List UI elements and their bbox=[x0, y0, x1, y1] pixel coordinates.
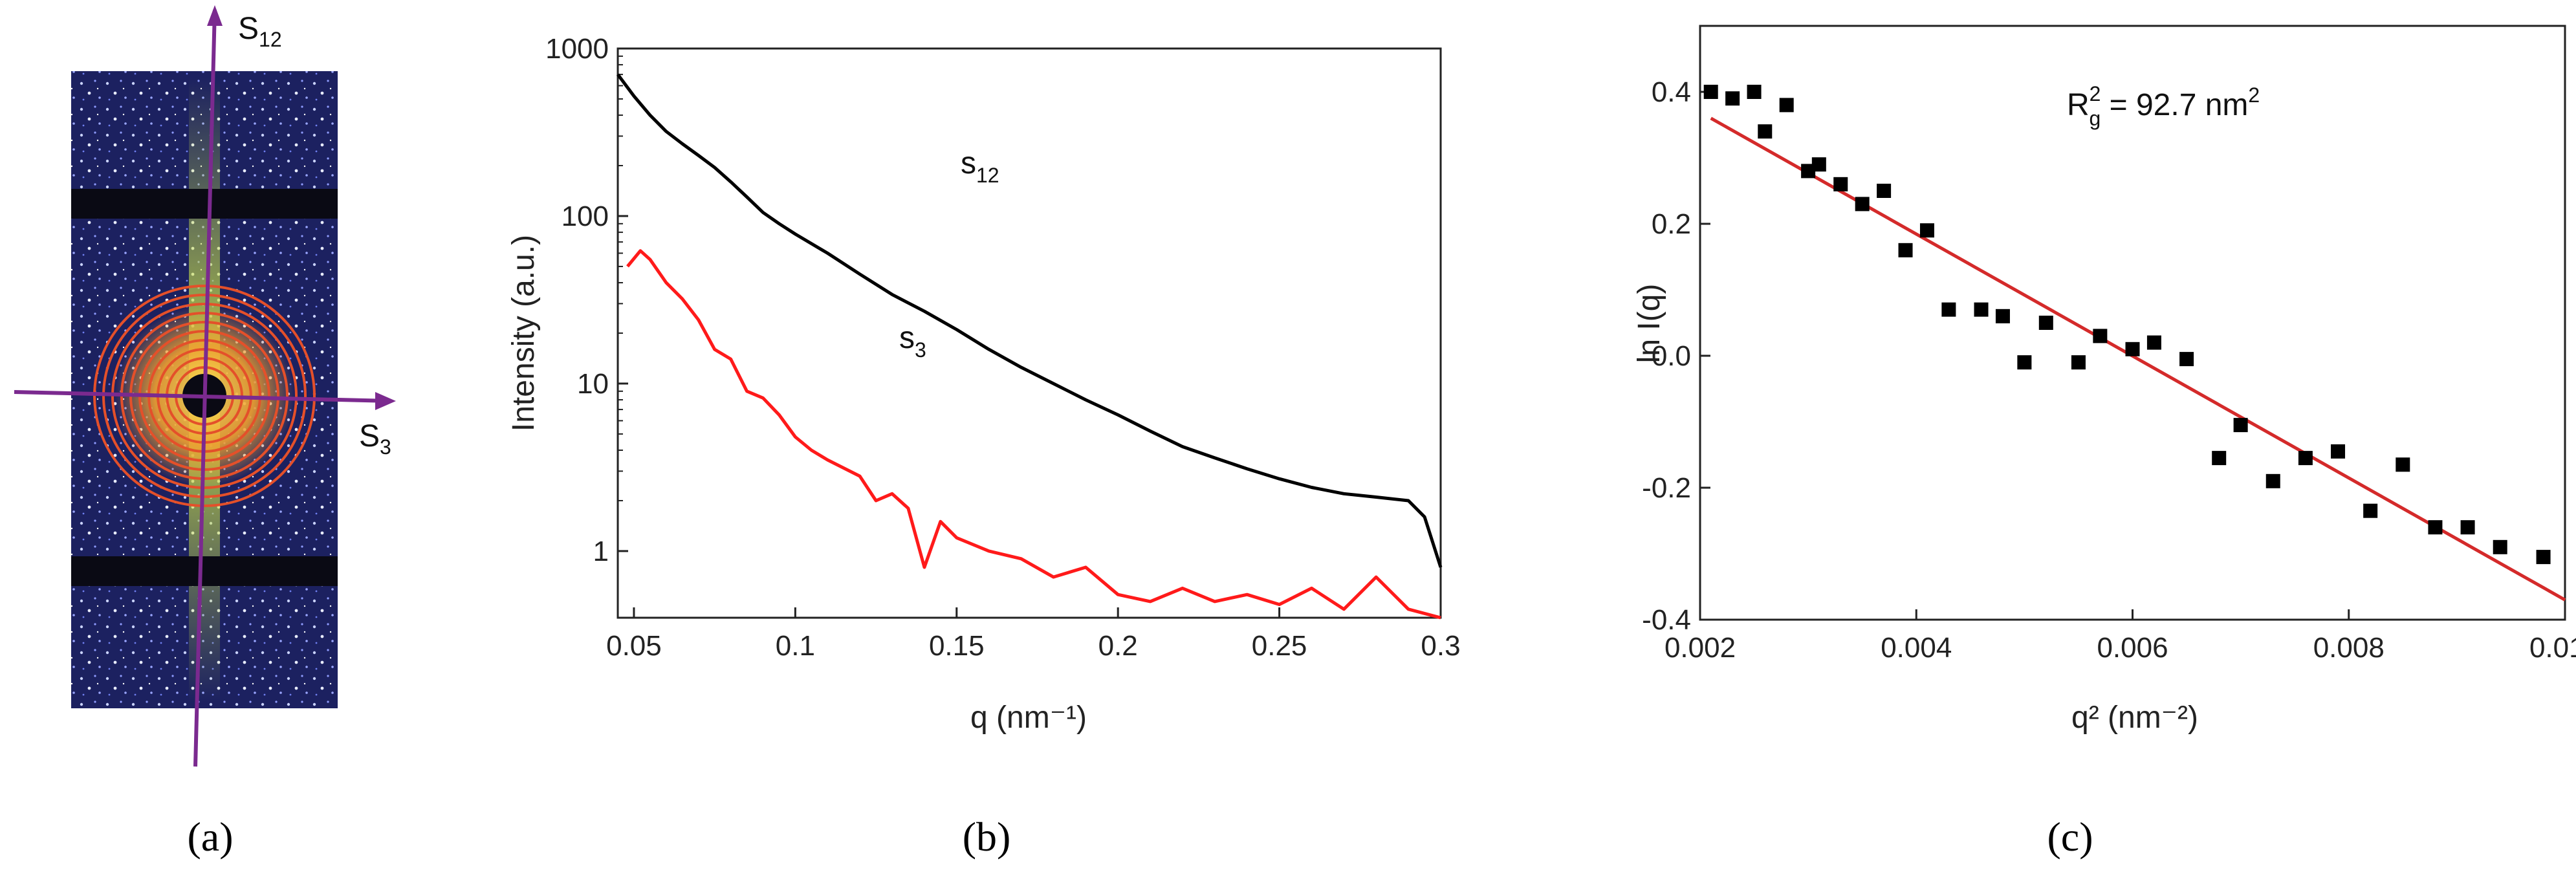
axis-horizontal-label: S3 bbox=[359, 419, 391, 459]
linear-fit bbox=[1710, 116, 2566, 602]
y-axis-title: ln I(q) bbox=[1632, 284, 1666, 364]
data-point bbox=[2396, 457, 2410, 472]
panel-label-c: (c) bbox=[2047, 814, 2093, 860]
axis-vertical-label: S12 bbox=[238, 12, 282, 51]
series-line-s3 bbox=[626, 249, 1441, 620]
data-point bbox=[2428, 520, 2443, 535]
data-point bbox=[2038, 316, 2053, 330]
x-tick-label: 0.3 bbox=[1421, 630, 1460, 662]
data-point bbox=[1877, 184, 1892, 198]
y-tick-label: 100 bbox=[562, 201, 609, 232]
data-point bbox=[1747, 85, 1762, 99]
data-point bbox=[1995, 309, 2010, 323]
data-point bbox=[1855, 197, 1870, 212]
detector-panel: S12 S3 (a) bbox=[14, 5, 396, 860]
y-axis-title: Intensity (a.u.) bbox=[507, 235, 541, 431]
data-point bbox=[1974, 302, 1989, 317]
panel-label-a: (a) bbox=[187, 814, 233, 860]
ring bbox=[93, 285, 316, 507]
data-point bbox=[1898, 243, 1913, 257]
data-point bbox=[1758, 124, 1773, 139]
series-line-s12 bbox=[616, 73, 1443, 568]
x-tick-label: 0.25 bbox=[1252, 630, 1307, 662]
y-tick-label: 1000 bbox=[545, 33, 609, 65]
y-tick-label: -0.2 bbox=[1642, 472, 1691, 504]
axis-horizontal-arrow bbox=[375, 392, 396, 410]
y-ticks: -0.4 -0.2 0.0 0.2 0.4 bbox=[1642, 76, 1710, 636]
x-tick-label: 0.002 bbox=[1665, 632, 1736, 664]
data-point bbox=[2536, 550, 2551, 565]
y-tick-label: 0.4 bbox=[1652, 76, 1691, 108]
x-axis-title: q² (nm⁻²) bbox=[2071, 701, 2198, 735]
data-point bbox=[1801, 164, 1816, 179]
x-ticks: 0.002 0.004 0.006 0.008 0.010 bbox=[1665, 609, 2576, 664]
data-point bbox=[2363, 503, 2378, 518]
data-point bbox=[2265, 473, 2280, 488]
data-point bbox=[1725, 91, 1740, 106]
x-tick-label: 0.1 bbox=[776, 630, 815, 662]
series-label-s3: s3 bbox=[899, 321, 926, 362]
x-tick-label: 0.008 bbox=[2313, 632, 2385, 664]
x-tick-label: 0.05 bbox=[606, 630, 662, 662]
x-tick-label: 0.006 bbox=[2097, 632, 2168, 664]
beamstop-bar-top bbox=[71, 189, 338, 219]
x-tick-label: 0.2 bbox=[1098, 630, 1138, 662]
panel-label-b: (b) bbox=[963, 814, 1011, 860]
data-point bbox=[2071, 355, 2086, 370]
data-point bbox=[2493, 539, 2507, 554]
data-point bbox=[1941, 302, 1956, 317]
x-tick-label: 0.15 bbox=[929, 630, 985, 662]
data-point bbox=[2017, 355, 2032, 370]
rg-annotation: R2 g = 92.7 nm2 bbox=[2067, 82, 2260, 130]
y-tick-label: -0.4 bbox=[1642, 604, 1691, 636]
data-point bbox=[2125, 342, 2140, 356]
series-label-s12: s12 bbox=[961, 146, 999, 187]
beamstop-bar-bottom bbox=[71, 556, 338, 586]
data-point bbox=[2460, 520, 2475, 535]
y-ticks: 1 10 100 1000 bbox=[545, 33, 628, 567]
data-point bbox=[2146, 335, 2161, 350]
data-point bbox=[1919, 223, 1934, 238]
data-point bbox=[1703, 85, 1718, 99]
y-tick-label: 0.0 bbox=[1652, 340, 1691, 372]
axis-horizontal bbox=[14, 390, 392, 403]
y-tick-label: 10 bbox=[577, 368, 609, 400]
x-ticks: 0.05 0.1 0.15 0.2 0.25 0.3 bbox=[606, 607, 1461, 662]
x-axis-title: q (nm⁻¹) bbox=[970, 701, 1087, 735]
guinier-chart: -0.4-0.20.00.20.4 0.002 0.004 0.006 0.008 0.… bbox=[1632, 25, 2576, 860]
data-point bbox=[2298, 451, 2313, 466]
fit-line bbox=[1710, 116, 2566, 602]
data-point bbox=[1833, 177, 1848, 191]
data-point bbox=[2331, 444, 2346, 459]
axis-vertical-arrow bbox=[207, 5, 223, 26]
data-point bbox=[1811, 157, 1826, 172]
data-point bbox=[2179, 352, 2194, 367]
data-point bbox=[2212, 451, 2227, 466]
x-tick-label: 0.010 bbox=[2529, 632, 2576, 664]
axis-vertical bbox=[193, 9, 217, 767]
data-points bbox=[1703, 85, 2551, 565]
data-point bbox=[2093, 329, 2108, 343]
data-point bbox=[2233, 418, 2248, 433]
y-tick-label: 1 bbox=[593, 536, 609, 567]
data-point bbox=[1779, 98, 1794, 113]
plot-frame bbox=[617, 47, 1442, 619]
x-tick-label: 0.004 bbox=[1881, 632, 1952, 664]
series-lines bbox=[616, 73, 1443, 620]
y-tick-label: 0.2 bbox=[1652, 208, 1691, 240]
